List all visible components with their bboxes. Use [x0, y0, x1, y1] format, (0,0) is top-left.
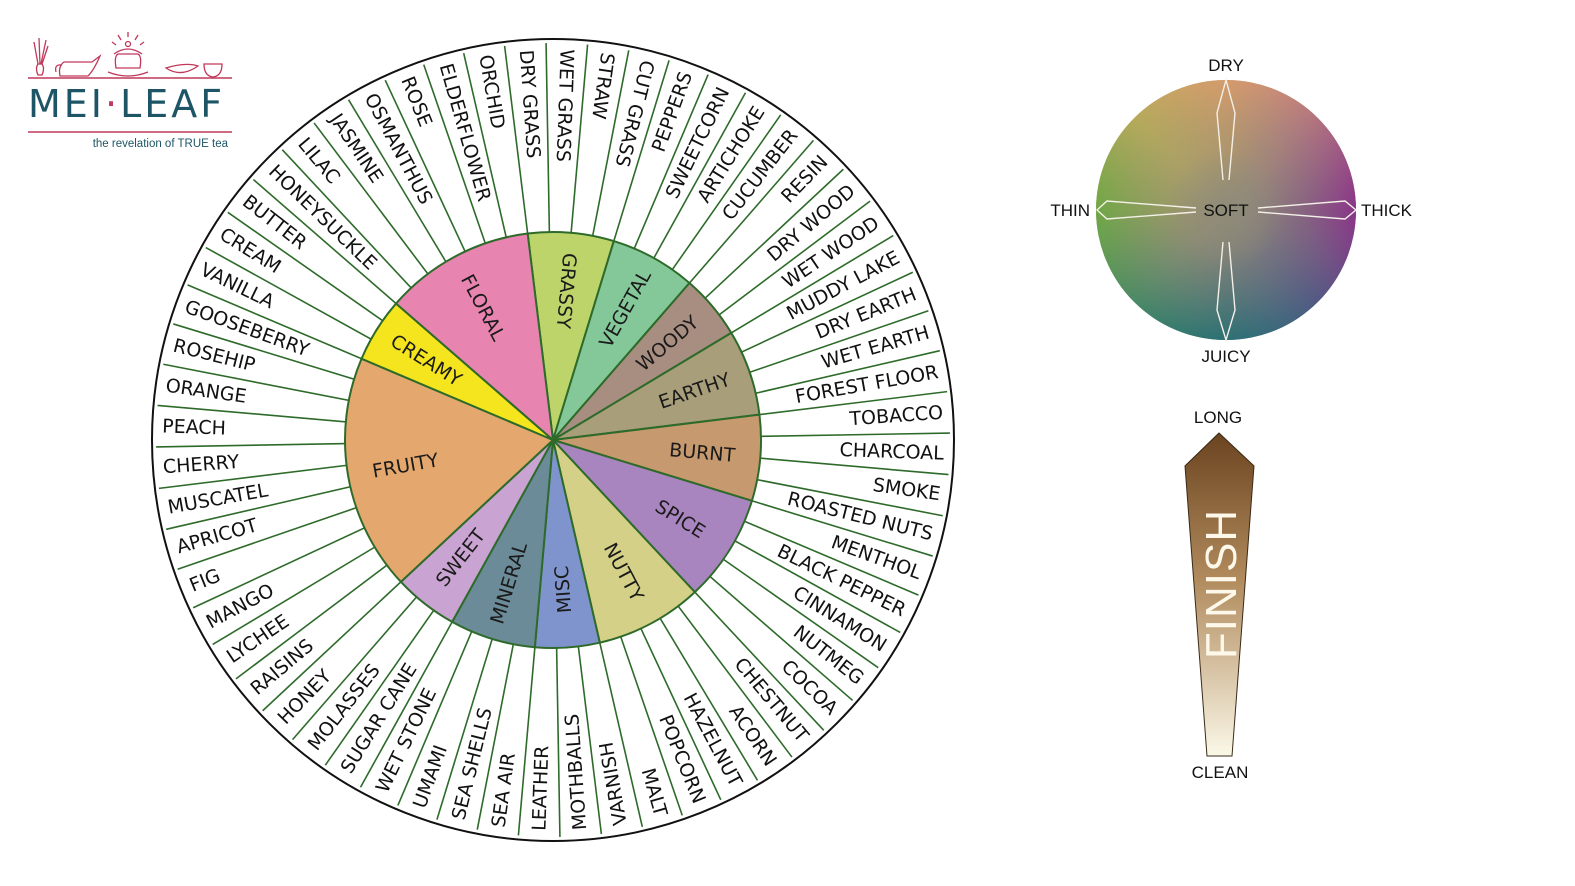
- descriptor-label: CHARCOAL: [839, 439, 944, 465]
- mouthfeel-thin-label: THIN: [1050, 201, 1090, 220]
- logo-wordmark: MEI·LEAF: [28, 82, 225, 126]
- finish-word: FINISH: [1197, 509, 1246, 659]
- finish-long-label: LONG: [1194, 408, 1242, 427]
- logo-wordmark-right: LEAF: [120, 82, 226, 126]
- logo-tagline: the revelation of TRUE tea: [92, 138, 228, 150]
- mouthfeel-soft-label: SOFT: [1203, 201, 1248, 220]
- dry-arrow-icon: [1216, 77, 1236, 181]
- wheel-outer-rim: [151, 38, 955, 842]
- thick-arrow-icon: [1257, 200, 1358, 220]
- category-wedge-spice: [549, 437, 754, 594]
- category-wedges: GRASSY VEGETALWOODYEARTHYBURNTSPICENUTTYM…: [344, 231, 762, 649]
- mouthfeel-circle: [1096, 80, 1356, 340]
- juicy-arrow-icon: [1216, 241, 1236, 343]
- mouthfeel-thick-label: THICK: [1361, 201, 1413, 220]
- mei-leaf-logo: MEI·LEAF the revelation of TRUE tea: [26, 30, 236, 155]
- mouthfeel-dry-label: DRY: [1208, 56, 1244, 75]
- logo-wordmark-dot: ·: [105, 82, 121, 126]
- category-wedge-floral: [394, 232, 555, 443]
- finish-arrow-icon: [1184, 432, 1255, 757]
- teaware-icon: [28, 32, 232, 133]
- category-wedge-fruity: [344, 357, 555, 584]
- mouthfeel-arrows: [1095, 77, 1358, 343]
- descriptor-label: WET GRASS: [552, 49, 578, 162]
- descriptor-label: LEATHER: [528, 745, 553, 831]
- descriptor-label: PEACH: [162, 415, 226, 439]
- logo-wordmark-left: MEI: [28, 82, 106, 126]
- thin-arrow-icon: [1095, 200, 1197, 220]
- finish-clean-label: CLEAN: [1192, 763, 1249, 782]
- category-label-misc: MISC: [551, 565, 576, 614]
- mouthfeel-juicy-label: JUICY: [1201, 347, 1250, 366]
- descriptor-label: CHERRY: [162, 451, 240, 478]
